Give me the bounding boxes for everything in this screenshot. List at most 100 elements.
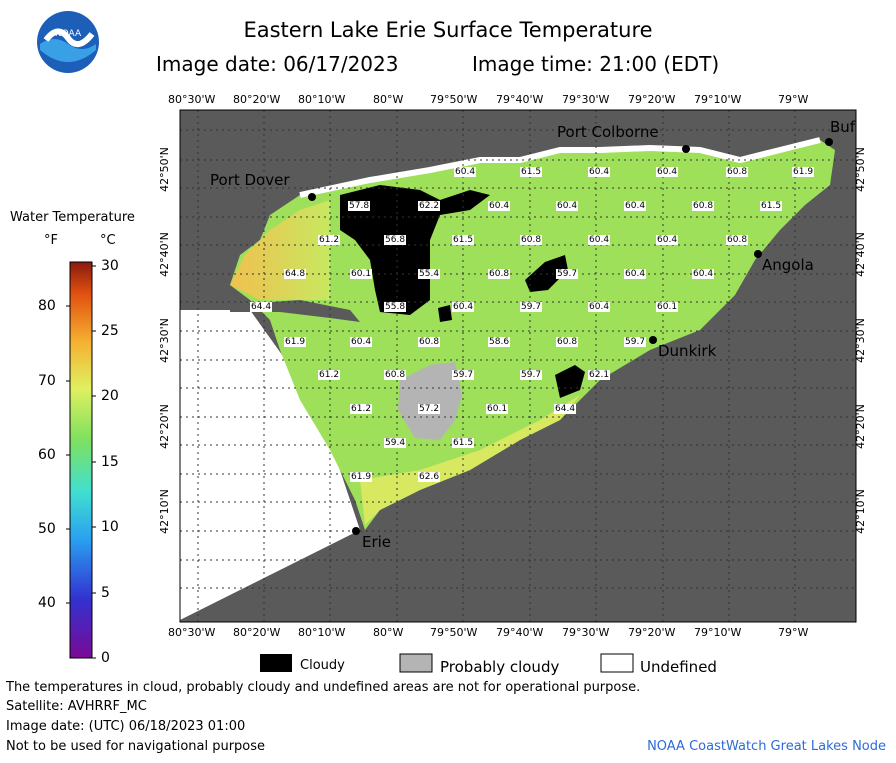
port-colborne-dot <box>682 145 690 153</box>
temp-value: 60.4 <box>588 302 611 312</box>
lon-label: 79°20'W <box>628 93 676 106</box>
temp-value: 61.5 <box>520 167 543 177</box>
city-port-dover: Port Dover <box>210 171 290 189</box>
temp-value: 61.9 <box>792 167 815 177</box>
temp-value: 60.8 <box>556 337 579 347</box>
legend-probably-cloudy-swatch <box>399 653 433 673</box>
map-title: Eastern Lake Erie Surface Temperature <box>243 18 653 42</box>
lon-label: 79°40'W <box>496 93 544 106</box>
temp-value: 60.4 <box>692 269 715 279</box>
legend-undefined-label: Undefined <box>640 658 717 676</box>
lon-label: 80°30'W <box>168 626 216 639</box>
f-tick: 50 <box>38 521 56 537</box>
erie-dot <box>352 527 360 535</box>
temp-value: 60.4 <box>588 235 611 245</box>
temp-value: 57.8 <box>348 201 371 211</box>
temp-value: 60.8 <box>692 201 715 211</box>
city-markers <box>308 138 833 535</box>
lon-label: 79°40'W <box>496 626 544 639</box>
lat-label: 42°50'N <box>853 147 867 192</box>
lon-label: 80°10'W <box>298 626 346 639</box>
temp-value: 61.9 <box>284 337 307 347</box>
warm-south <box>360 395 580 525</box>
disclaimer-note: The temperatures in cloud, probably clou… <box>6 680 641 695</box>
temp-value: 60.8 <box>726 167 749 177</box>
temp-value: 62.2 <box>418 201 441 211</box>
temp-value: 59.7 <box>520 302 543 312</box>
temp-value: 60.1 <box>486 404 509 414</box>
lon-label: 79°30'W <box>562 93 610 106</box>
cloud-mass-1 <box>340 185 490 315</box>
city-buffalo: Buf <box>830 118 856 136</box>
dunkirk-dot <box>649 336 657 344</box>
temp-value: 59.7 <box>624 337 647 347</box>
credit-text: NOAA CoastWatch Great Lakes Node <box>647 739 886 754</box>
image-date: Image date: 06/17/2023 <box>156 52 399 76</box>
lat-label: 42°20'N <box>157 404 171 449</box>
lat-label: 42°50'N <box>157 147 171 192</box>
temp-value: 58.6 <box>488 337 511 347</box>
temp-value: 61.9 <box>350 472 373 482</box>
city-erie: Erie <box>362 533 392 551</box>
temp-value: 64.4 <box>554 404 577 414</box>
temp-value: 61.2 <box>318 235 341 245</box>
lat-label: 42°20'N <box>853 404 867 449</box>
temp-value: 60.4 <box>624 201 647 211</box>
temp-value: 61.5 <box>760 201 783 211</box>
nav-note: Not to be used for navigational purpose <box>6 739 266 754</box>
utc-date-note: Image date: (UTC) 06/18/2023 01:00 <box>6 719 246 734</box>
legend-unit-c: °C <box>100 233 116 248</box>
city-dunkirk: Dunkirk <box>658 342 717 360</box>
temp-value: 60.8 <box>384 370 407 380</box>
lon-label: 80°W <box>373 93 404 106</box>
temp-value: 60.1 <box>656 302 679 312</box>
temp-value: 59.7 <box>452 370 475 380</box>
temp-value: 59.7 <box>520 370 543 380</box>
lon-label: 80°20'W <box>233 93 281 106</box>
lon-label: 79°10'W <box>694 93 742 106</box>
lon-label: 79°50'W <box>430 93 478 106</box>
buffalo-dot <box>825 138 833 146</box>
lat-label: 42°30'N <box>853 318 867 363</box>
noaa-logo: NOAA <box>37 11 99 73</box>
temp-value: 60.4 <box>656 167 679 177</box>
legend-cloudy-swatch <box>260 654 292 672</box>
temp-value: 55.4 <box>418 269 441 279</box>
temp-value: 61.5 <box>452 235 475 245</box>
temp-value: 59.7 <box>556 269 579 279</box>
lat-label: 42°40'N <box>853 232 867 277</box>
colorbar <box>69 261 93 659</box>
c-tick: 0 <box>101 650 110 666</box>
city-angola: Angola <box>762 256 814 274</box>
map-frame <box>179 109 857 623</box>
legend-unit-f: °F <box>44 233 58 248</box>
probably-cloudy-area <box>398 362 462 440</box>
satellite-note: Satellite: AVHRRF_MC <box>6 699 147 714</box>
lon-label: 80°W <box>373 626 404 639</box>
c-tick: 10 <box>101 519 119 535</box>
lon-label: 80°10'W <box>298 93 346 106</box>
city-port-colborne: Port Colborne <box>557 123 659 141</box>
legend-title: Water Temperature <box>10 210 135 225</box>
temp-value: 60.8 <box>726 235 749 245</box>
c-tick: 20 <box>101 388 119 404</box>
lon-label: 79°50'W <box>430 626 478 639</box>
c-tick: 30 <box>101 258 119 274</box>
temp-value: 60.1 <box>350 269 373 279</box>
temp-value: 60.8 <box>488 269 511 279</box>
lon-label: 80°20'W <box>233 626 281 639</box>
legend-cloudy-label: Cloudy <box>300 658 345 673</box>
f-tick: 60 <box>38 447 56 463</box>
temp-value: 56.8 <box>384 235 407 245</box>
lon-label: 79°30'W <box>562 626 610 639</box>
logo-text: NOAA <box>55 29 82 39</box>
temp-value: 60.8 <box>418 337 441 347</box>
temp-value: 55.8 <box>384 302 407 312</box>
f-tick: 70 <box>38 373 56 389</box>
temp-value: 64.8 <box>284 269 307 279</box>
cloud-mass-4 <box>438 305 452 322</box>
lon-label: 79°20'W <box>628 626 676 639</box>
f-tick: 80 <box>38 298 56 314</box>
lat-label: 42°10'N <box>157 489 171 534</box>
